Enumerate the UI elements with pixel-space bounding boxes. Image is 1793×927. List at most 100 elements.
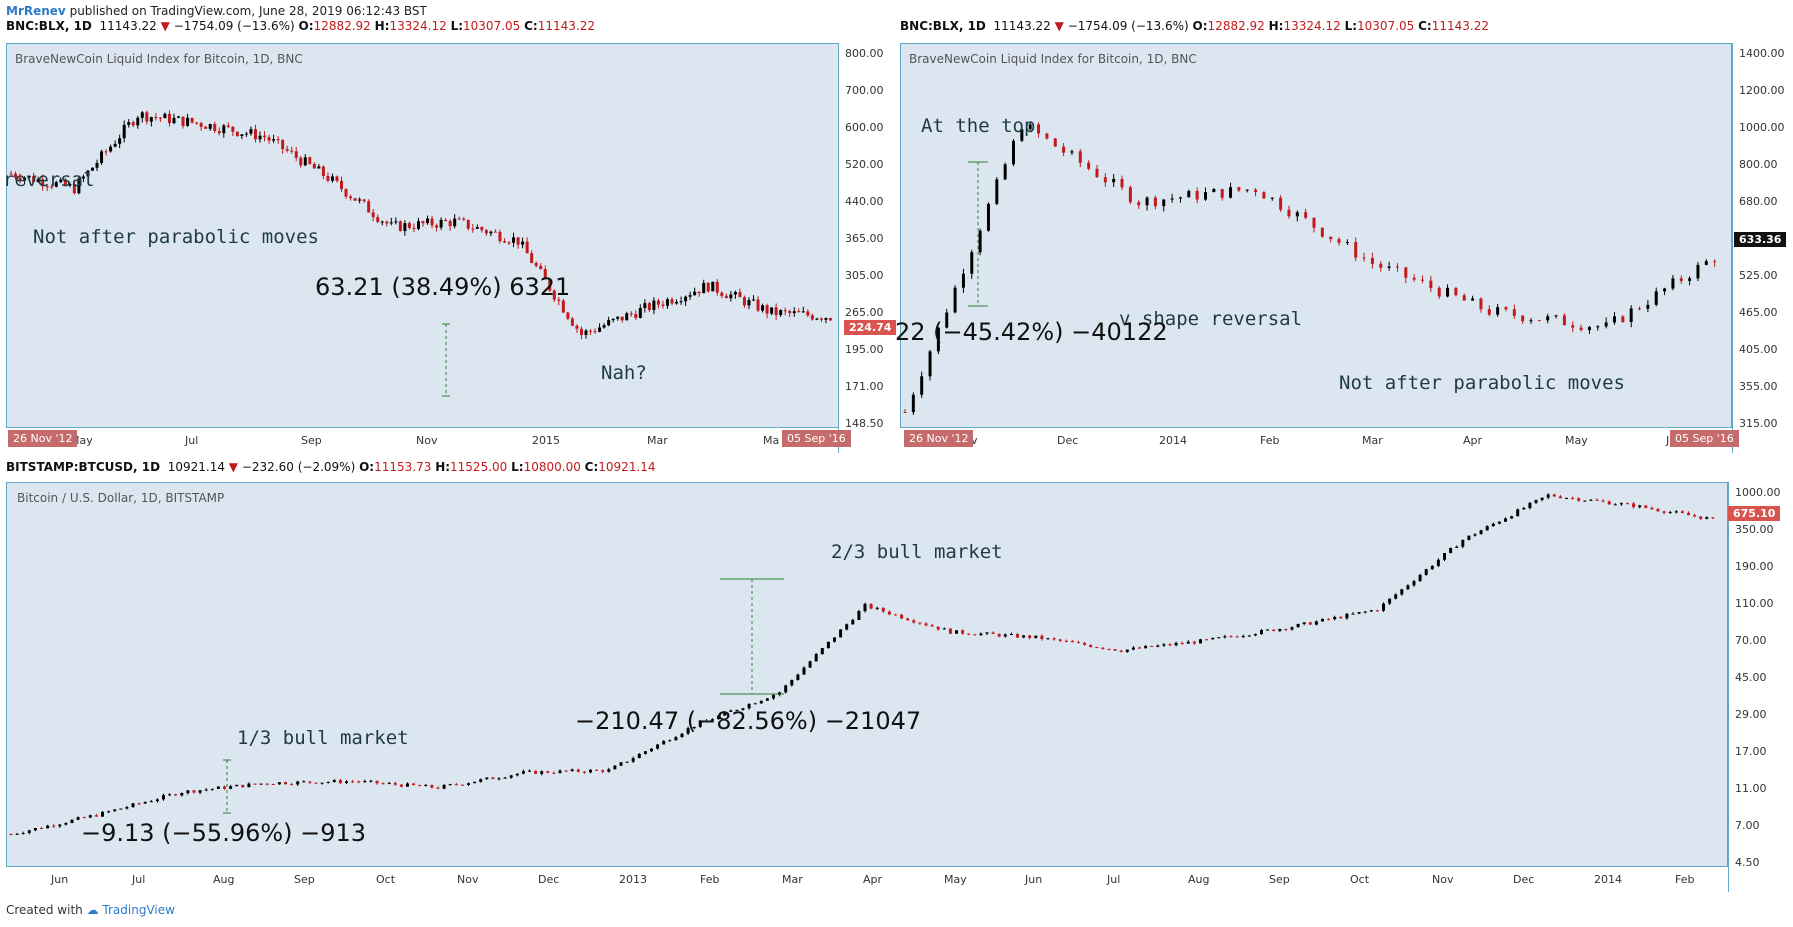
down-arrow-icon: ▼ <box>160 19 170 33</box>
candle-body <box>1351 613 1355 615</box>
price-axis-top-left[interactable]: 800.00 700.00 600.00 520.00 440.00 365.00 305.… <box>838 43 888 453</box>
candle-body <box>143 801 147 804</box>
candle-body <box>380 221 384 223</box>
candle-body <box>801 311 805 313</box>
candle-body <box>335 176 339 181</box>
x-tick-label: Jul <box>185 434 199 447</box>
candle-body <box>851 619 855 625</box>
candle-body <box>168 794 172 796</box>
x-tick-label: Nov <box>1432 873 1454 886</box>
candle-body <box>1247 635 1251 637</box>
candle-body <box>819 318 823 320</box>
time-axis-top-right[interactable]: NovDec2014FebMarAprMayJun <box>900 427 1732 453</box>
candle-body <box>717 715 721 720</box>
candle-body <box>1284 628 1288 630</box>
candle-body <box>58 824 62 827</box>
candle-body <box>1674 511 1678 513</box>
candle-body <box>1078 151 1082 163</box>
x-tick-label: Mar <box>782 873 803 886</box>
price-axis-bottom[interactable]: 1000.00 350.00 190.00 110.00 70.00 45.00 29.00… <box>1728 482 1787 892</box>
candle-body <box>784 685 788 693</box>
x-tick-label: Feb <box>1260 434 1280 447</box>
candle-body <box>68 184 72 186</box>
candle-body <box>1587 327 1591 331</box>
candle-body <box>387 783 391 785</box>
candle-body <box>1711 517 1715 519</box>
candle-body <box>833 637 836 642</box>
candle-body <box>928 351 932 377</box>
time-axis-top-left[interactable]: May Jul Sep Nov 2015 Mar Ma <box>6 427 838 453</box>
candle-body <box>1223 636 1227 638</box>
candle-body <box>345 781 348 784</box>
candle-body <box>857 611 861 620</box>
candle-body <box>54 182 58 187</box>
candle-body <box>802 667 806 675</box>
price-plot-bottom[interactable] <box>7 483 1727 891</box>
candle-body <box>1430 565 1434 570</box>
candle-body <box>918 622 922 624</box>
price-axis-top-right[interactable]: 1400.001200.001000.00800.00680.00600.005… <box>1732 43 1787 453</box>
candle-body <box>704 720 708 722</box>
y-tick-label: 195.00 <box>845 343 884 356</box>
candle-body <box>210 788 214 790</box>
candle-body <box>961 630 965 634</box>
candle-body <box>686 728 690 734</box>
candle-body <box>978 230 982 253</box>
x-tick-label: Sep <box>301 434 322 447</box>
candle-body <box>753 703 757 705</box>
candle-body <box>625 313 629 321</box>
candle-body <box>1487 309 1491 315</box>
candle-body <box>1449 547 1453 554</box>
symbol-change: −1754.09 (−13.6%) <box>1067 19 1189 33</box>
candle-body <box>724 295 728 299</box>
candle-body <box>1339 616 1343 619</box>
price-plot-top-right[interactable] <box>901 44 1731 452</box>
candle-body <box>521 771 525 774</box>
candle-body <box>172 117 176 124</box>
candle-body <box>1571 497 1575 499</box>
chart-panel-bottom[interactable]: Bitcoin / U.S. Dollar, 1D, BITSTAMP 1/3 … <box>6 482 1728 892</box>
candle-body <box>1387 266 1391 268</box>
candle-body <box>1424 569 1428 575</box>
y-tick-label: 315.00 <box>1739 417 1778 430</box>
candle-body <box>50 186 54 188</box>
candle-body <box>525 241 529 254</box>
candle-body <box>362 199 366 202</box>
close-value: 11143.22 <box>1431 19 1489 33</box>
time-axis-bottom[interactable]: Jun Jul Aug Sep Oct Nov Dec 2013 Feb Mar Apr May Jun… <box>6 866 1728 892</box>
annotation-parabolic: Not after parabolic moves <box>1339 372 1625 394</box>
low-label: L: <box>1344 19 1358 33</box>
candle-body <box>406 783 409 787</box>
candle-body <box>1626 503 1629 505</box>
footer-brand-link[interactable]: TradingView <box>102 903 175 917</box>
candle-body <box>1260 630 1263 635</box>
candle-body <box>584 330 588 335</box>
candle-body <box>186 790 190 794</box>
candle-body <box>23 177 27 181</box>
candle-body <box>521 241 525 245</box>
author-link[interactable]: MrRenev <box>6 4 66 18</box>
candle-body <box>416 221 420 229</box>
candle-body <box>104 151 108 153</box>
candle-body <box>475 227 479 229</box>
candle-body <box>277 782 281 785</box>
candle-body <box>1540 497 1544 500</box>
y-tick-label: 17.00 <box>1735 745 1767 758</box>
high-label: H: <box>374 19 390 33</box>
candle-body <box>1107 648 1111 650</box>
candle-body <box>1406 585 1410 590</box>
price-plot-top-left[interactable] <box>7 44 843 452</box>
chart-panel-top-right[interactable]: BraveNewCoin Liquid Index for Bitcoin, 1… <box>895 43 1732 453</box>
candle-body <box>723 711 727 716</box>
candle-body <box>1253 634 1257 636</box>
candle-body <box>613 765 617 770</box>
annotation-measure-1: −9.13 (−55.96%) −913 <box>81 819 367 847</box>
candle-body <box>564 770 568 772</box>
candle-body <box>945 312 949 328</box>
candle-body <box>407 223 411 228</box>
candle-body <box>1077 642 1080 644</box>
candle-body <box>607 769 611 772</box>
chart-panel-top-left[interactable]: BraveNewCoin Liquid Index for Bitcoin, 1… <box>3 43 844 453</box>
candle-body <box>466 219 470 229</box>
candle-body <box>457 218 461 220</box>
